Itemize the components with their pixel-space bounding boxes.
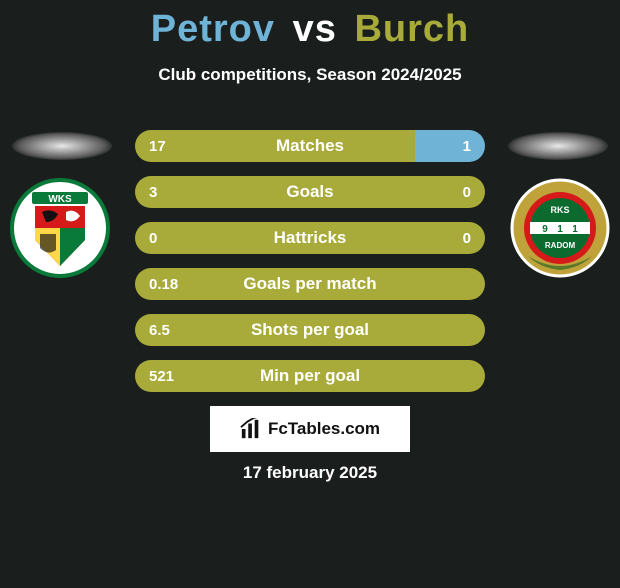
team-badge-left-svg: WKS [10, 178, 110, 278]
team-badge-right-svg: RKS RADOM 9 1 1 [510, 178, 610, 278]
brand-text: FcTables.com [268, 419, 380, 439]
player2-name: Burch [354, 8, 469, 50]
stat-row: 521Min per goal [135, 360, 485, 392]
stat-row: 6.5Shots per goal [135, 314, 485, 346]
right-shadow [508, 132, 608, 160]
stat-label: Matches [135, 130, 485, 162]
stat-label: Goals [135, 176, 485, 208]
stat-row: 30Goals [135, 176, 485, 208]
chart-icon [240, 418, 262, 440]
comparison-title: Petrov vs Burch [0, 8, 620, 51]
badge-left-banner-text: WKS [48, 194, 72, 205]
team-badge-right: RKS RADOM 9 1 1 [510, 178, 610, 278]
stat-label: Goals per match [135, 268, 485, 300]
left-shadow [12, 132, 112, 160]
stat-row: 0.18Goals per match [135, 268, 485, 300]
stat-label: Shots per goal [135, 314, 485, 346]
team-badge-left: WKS [10, 178, 110, 278]
stats-container: 171Matches 30Goals 00Hattricks 0.18Goals pe… [135, 130, 485, 392]
svg-text:1: 1 [557, 224, 563, 235]
svg-text:9: 9 [542, 224, 548, 235]
stat-row: 171Matches [135, 130, 485, 162]
stat-label: Min per goal [135, 360, 485, 392]
stat-label: Hattricks [135, 222, 485, 254]
vs-text: vs [293, 8, 337, 50]
svg-text:1: 1 [572, 224, 578, 235]
badge-right-bottom-text: RADOM [545, 241, 576, 250]
brand-box: FcTables.com [210, 406, 410, 452]
player1-name: Petrov [151, 8, 275, 50]
subtitle-text: Club competitions, Season 2024/2025 [0, 65, 620, 85]
badge-right-top-text: RKS [550, 205, 569, 215]
date-text: 17 february 2025 [0, 463, 620, 483]
stat-row: 00Hattricks [135, 222, 485, 254]
